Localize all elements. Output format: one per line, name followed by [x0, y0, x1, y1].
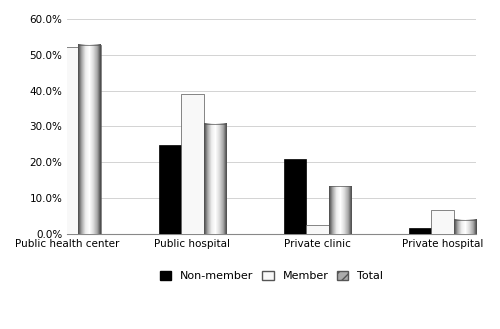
- Bar: [204, 124, 226, 234]
- Bar: [408, 228, 432, 234]
- Legend: Non-member, Member, Total: Non-member, Member, Total: [157, 267, 386, 284]
- Bar: [204, 124, 226, 234]
- Bar: [284, 160, 306, 234]
- Bar: [432, 210, 454, 234]
- Bar: [454, 220, 476, 234]
- Bar: [158, 145, 181, 234]
- Bar: [328, 186, 351, 234]
- Bar: [454, 220, 476, 234]
- Bar: [328, 186, 351, 234]
- Bar: [306, 225, 328, 234]
- Bar: [34, 44, 56, 234]
- Bar: [181, 93, 204, 234]
- Bar: [56, 47, 78, 234]
- Bar: [78, 45, 101, 234]
- Bar: [78, 45, 101, 234]
